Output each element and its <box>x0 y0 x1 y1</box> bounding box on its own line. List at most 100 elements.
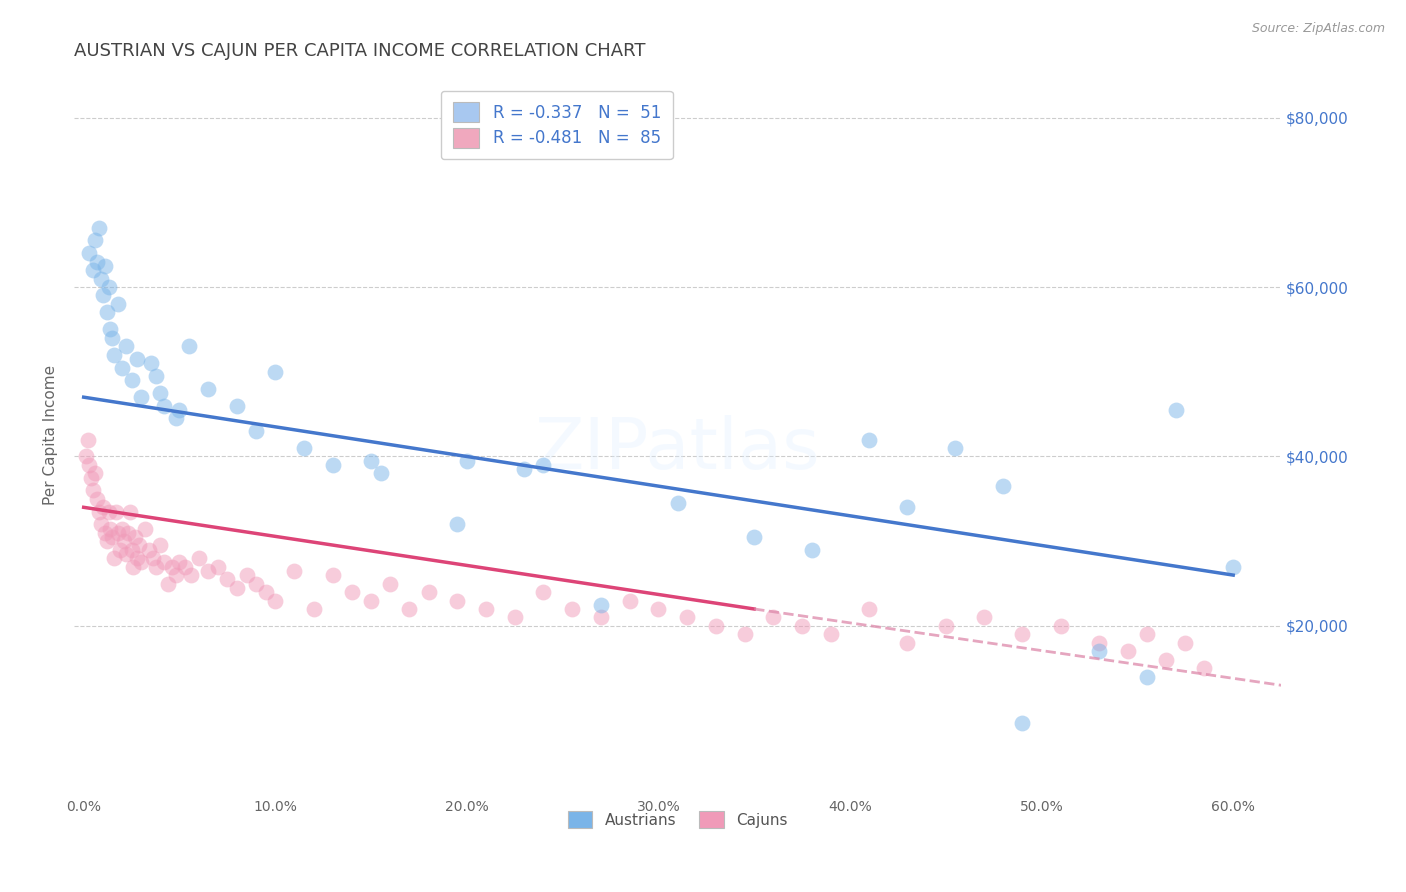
Point <box>127 551 149 566</box>
Point <box>1011 716 1033 731</box>
Point <box>139 356 162 370</box>
Point <box>153 399 176 413</box>
Point <box>226 581 249 595</box>
Point <box>245 424 267 438</box>
Point <box>264 365 287 379</box>
Point <box>114 339 136 353</box>
Point <box>292 441 315 455</box>
Point <box>138 542 160 557</box>
Point <box>107 297 129 311</box>
Y-axis label: Per Capita Income: Per Capita Income <box>44 365 58 506</box>
Point <box>456 453 478 467</box>
Point <box>666 496 689 510</box>
Point <box>945 441 967 455</box>
Point <box>124 530 146 544</box>
Point <box>165 568 187 582</box>
Text: AUSTRIAN VS CAJUN PER CAPITA INCOME CORRELATION CHART: AUSTRIAN VS CAJUN PER CAPITA INCOME CORR… <box>75 42 645 60</box>
Point <box>187 551 209 566</box>
Point <box>1136 627 1159 641</box>
Point <box>177 339 200 353</box>
Point <box>107 525 129 540</box>
Point <box>169 555 191 569</box>
Point <box>676 610 699 624</box>
Point <box>97 504 120 518</box>
Point <box>84 467 107 481</box>
Point <box>935 619 957 633</box>
Point <box>90 517 112 532</box>
Point <box>734 627 756 641</box>
Point <box>169 403 191 417</box>
Point <box>86 491 108 506</box>
Point <box>858 433 880 447</box>
Point <box>790 619 813 633</box>
Point <box>121 542 143 557</box>
Point <box>90 271 112 285</box>
Point <box>561 602 583 616</box>
Point <box>973 610 995 624</box>
Point <box>896 500 918 515</box>
Point <box>398 602 420 616</box>
Point <box>97 280 120 294</box>
Point <box>80 470 103 484</box>
Point <box>1049 619 1071 633</box>
Point <box>993 479 1015 493</box>
Point <box>235 568 257 582</box>
Point <box>302 602 325 616</box>
Point <box>858 602 880 616</box>
Point <box>1088 644 1111 658</box>
Point <box>207 559 229 574</box>
Point <box>82 263 104 277</box>
Point <box>380 576 402 591</box>
Point <box>114 547 136 561</box>
Point <box>197 382 219 396</box>
Text: Source: ZipAtlas.com: Source: ZipAtlas.com <box>1251 22 1385 36</box>
Point <box>100 322 122 336</box>
Point <box>1136 670 1159 684</box>
Point <box>165 411 187 425</box>
Point <box>742 530 765 544</box>
Point <box>217 572 239 586</box>
Point <box>122 559 145 574</box>
Point <box>100 521 122 535</box>
Point <box>149 538 172 552</box>
Point <box>1011 627 1033 641</box>
Point <box>446 517 468 532</box>
Point <box>86 254 108 268</box>
Point <box>174 559 197 574</box>
Point <box>647 602 669 616</box>
Point <box>245 576 267 591</box>
Point <box>84 234 107 248</box>
Point <box>820 627 842 641</box>
Point <box>75 450 97 464</box>
Point <box>76 433 98 447</box>
Point <box>87 504 110 518</box>
Point <box>283 564 305 578</box>
Point <box>370 467 392 481</box>
Point <box>128 538 150 552</box>
Point <box>145 559 167 574</box>
Point <box>105 504 128 518</box>
Point <box>254 585 277 599</box>
Point <box>619 593 641 607</box>
Point <box>1174 636 1197 650</box>
Point <box>1222 559 1244 574</box>
Point <box>197 564 219 578</box>
Point <box>96 305 118 319</box>
Point <box>91 288 114 302</box>
Point <box>112 534 135 549</box>
Legend: Austrians, Cajuns: Austrians, Cajuns <box>562 805 793 835</box>
Point <box>111 521 134 535</box>
Point <box>513 462 536 476</box>
Point <box>79 246 101 260</box>
Point <box>1116 644 1139 658</box>
Point <box>87 220 110 235</box>
Point <box>129 555 152 569</box>
Point <box>108 542 131 557</box>
Point <box>153 555 176 569</box>
Point <box>103 551 125 566</box>
Point <box>101 530 124 544</box>
Point <box>1194 661 1216 675</box>
Point <box>340 585 363 599</box>
Point <box>1164 403 1187 417</box>
Point <box>93 525 115 540</box>
